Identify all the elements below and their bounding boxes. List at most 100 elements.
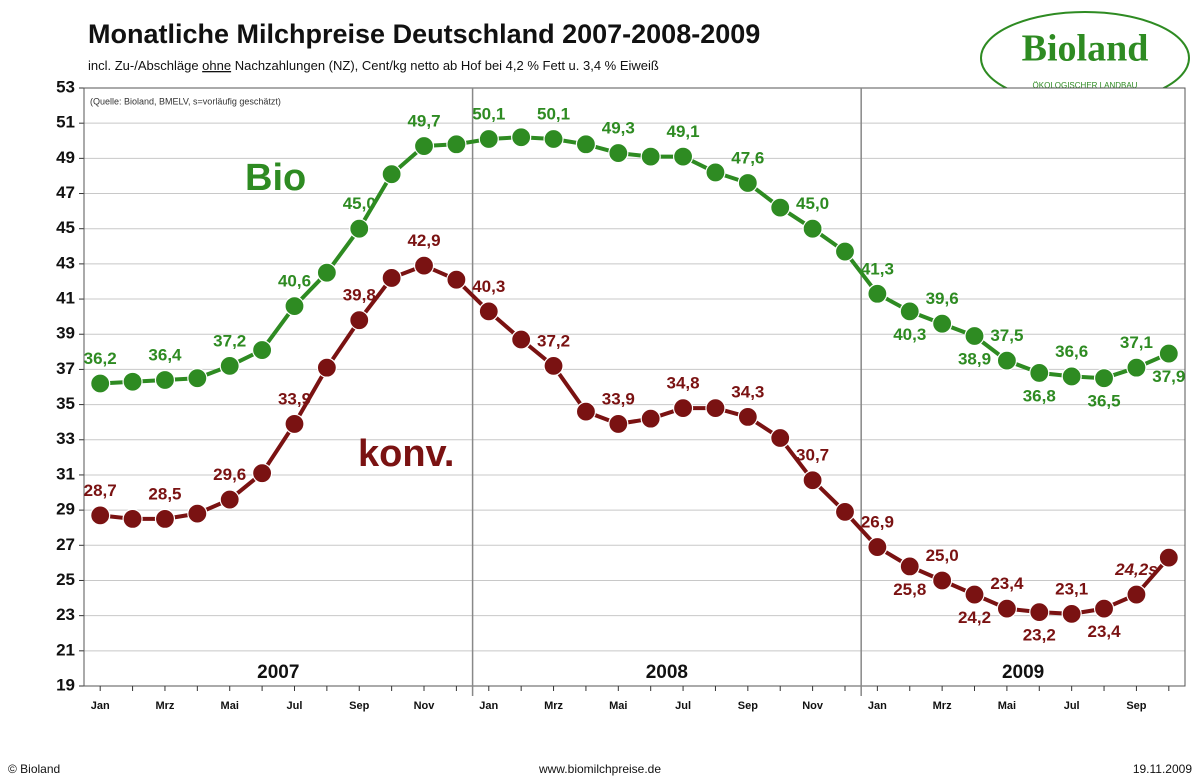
data-point: [349, 218, 370, 239]
y-tick-label: 53: [56, 77, 75, 96]
data-label: 33,9: [278, 389, 311, 408]
data-point: [1158, 547, 1179, 568]
data-point: [219, 489, 240, 510]
data-label: 39,6: [926, 289, 959, 308]
data-point: [964, 325, 985, 347]
x-tick-label: Jan: [479, 700, 498, 712]
data-point: [1029, 602, 1050, 623]
data-label: 36,4: [148, 345, 182, 364]
data-point: [187, 368, 208, 389]
y-tick-label: 51: [56, 113, 75, 132]
data-label: 23,4: [990, 574, 1024, 593]
x-tick-label: Mai: [998, 700, 1016, 712]
x-tick-label: Mrz: [933, 700, 952, 712]
y-tick-label: 23: [56, 605, 75, 624]
data-point: [834, 241, 856, 262]
data-label: 23,2: [1023, 626, 1056, 645]
data-point: [770, 197, 791, 218]
data-point: [1093, 368, 1115, 389]
data-point: [90, 373, 111, 394]
data-point: [640, 408, 661, 429]
data-label: 29,6: [213, 465, 246, 484]
y-tick-label: 31: [56, 464, 75, 483]
data-label: 47,6: [731, 148, 764, 167]
data-point: [575, 134, 597, 155]
data-point: [996, 598, 1017, 619]
data-label: 49,7: [407, 112, 440, 131]
data-point: [737, 406, 758, 427]
data-point: [122, 371, 143, 392]
footer-center: www.biomilchpreise.de: [538, 762, 661, 776]
data-point: [608, 142, 629, 164]
chart-subtitle: incl. Zu-/Abschläge ohne Nachzahlungen (…: [88, 58, 659, 73]
data-label: 36,8: [1023, 386, 1056, 405]
plot-border: [83, 87, 1186, 687]
x-tick-label: Jul: [675, 700, 691, 712]
data-point: [705, 162, 726, 183]
data-label: 40,6: [278, 272, 311, 291]
data-label: 39,8: [343, 286, 376, 305]
data-label: 26,9: [861, 513, 894, 532]
data-label: 28,5: [148, 484, 181, 503]
x-tick-label: Nov: [802, 700, 824, 712]
y-tick-label: 39: [56, 324, 75, 343]
data-point: [1126, 357, 1147, 378]
data-point: [543, 355, 564, 376]
data-point: [381, 267, 402, 289]
data-label: 45,0: [343, 194, 376, 213]
data-label: 23,4: [1087, 622, 1121, 641]
data-label: 42,9: [407, 231, 440, 250]
data-label: 37,9: [1152, 367, 1185, 386]
data-label: 36,6: [1055, 342, 1088, 361]
data-point: [154, 369, 176, 391]
chart-title: Monatliche Milchpreise Deutschland 2007-…: [88, 19, 760, 49]
data-point: [446, 134, 467, 155]
data-point: [932, 570, 953, 591]
data-point: [543, 128, 564, 150]
y-tick-label: 25: [56, 570, 75, 589]
y-tick-label: 19: [56, 675, 75, 694]
data-point: [413, 255, 435, 276]
data-point: [867, 283, 888, 304]
data-label: 37,2: [537, 331, 570, 350]
data-label: 23,1: [1055, 579, 1088, 598]
data-point: [154, 508, 176, 530]
footer-left: © Bioland: [8, 762, 60, 776]
year-label: 2009: [1002, 662, 1044, 683]
year-label: 2008: [646, 662, 688, 683]
y-tick-label: 43: [56, 253, 75, 272]
data-point: [899, 556, 920, 577]
y-tick-label: 35: [56, 394, 75, 413]
data-point: [446, 269, 467, 290]
data-point: [316, 357, 337, 378]
data-point: [834, 501, 856, 522]
subtitle-part: incl. Zu-/Abschläge: [88, 58, 202, 73]
footer-right: 19.11.2009: [1133, 762, 1192, 776]
data-label: 34,8: [667, 374, 700, 393]
data-point: [511, 329, 532, 350]
data-point: [284, 413, 305, 435]
series-name: konv.: [358, 433, 454, 475]
y-tick-label: 37: [56, 359, 75, 378]
data-label: 24,2s: [1114, 560, 1158, 579]
data-point: [1061, 603, 1082, 624]
data-point: [1126, 584, 1147, 605]
data-point: [705, 398, 726, 419]
y-tick-label: 49: [56, 148, 75, 167]
data-point: [478, 128, 499, 150]
data-label: 37,1: [1120, 333, 1153, 352]
y-tick-label: 47: [56, 183, 75, 202]
data-point: [737, 172, 758, 194]
data-label: 37,2: [213, 331, 246, 350]
y-tick-label: 41: [56, 289, 75, 308]
data-label: 50,1: [537, 104, 570, 123]
data-label: 49,1: [667, 122, 700, 141]
data-point: [316, 262, 337, 283]
data-label: 30,7: [796, 446, 829, 465]
y-tick-label: 29: [56, 500, 75, 519]
data-point: [640, 146, 661, 167]
data-point: [478, 301, 499, 322]
data-point: [90, 505, 111, 526]
year-label: 2007: [257, 662, 299, 683]
x-tick-label: Jul: [1064, 700, 1080, 712]
